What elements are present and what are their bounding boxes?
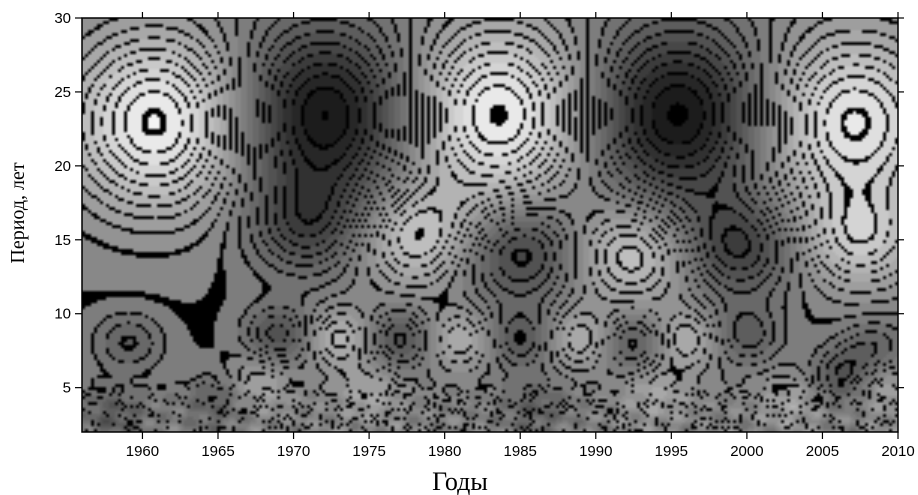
y-tick-label: 20 <box>54 158 71 175</box>
x-tick-label: 1985 <box>504 443 537 460</box>
heatmap-field <box>82 18 898 432</box>
x-tick-label: 1995 <box>655 443 688 460</box>
y-tick-label: 10 <box>54 306 71 323</box>
y-tick-label: 15 <box>54 232 71 249</box>
x-tick-label: 2010 <box>881 443 914 460</box>
y-tick-label: 30 <box>54 10 71 27</box>
x-tick-label: 2005 <box>806 443 839 460</box>
y-axis-ticks: 5 10 15 20 25 30 <box>54 10 904 397</box>
plot-area <box>82 18 898 432</box>
plot-frame <box>81 17 899 433</box>
x-axis-ticks: 1960 1965 1970 1975 1980 1985 1990 1995 2000 2005… <box>126 12 915 460</box>
y-axis-title: Период, лет <box>7 162 29 263</box>
x-tick-label: 1980 <box>428 443 461 460</box>
y-tick-label: 5 <box>63 380 71 397</box>
x-tick-label: 2000 <box>730 443 763 460</box>
x-axis-title: Годы <box>432 467 488 495</box>
x-tick-label: 1970 <box>277 443 310 460</box>
x-tick-label: 1960 <box>126 443 159 460</box>
x-tick-label: 1965 <box>201 443 234 460</box>
y-tick-label: 25 <box>54 84 71 101</box>
x-tick-label: 1990 <box>579 443 612 460</box>
x-tick-label: 1975 <box>352 443 385 460</box>
